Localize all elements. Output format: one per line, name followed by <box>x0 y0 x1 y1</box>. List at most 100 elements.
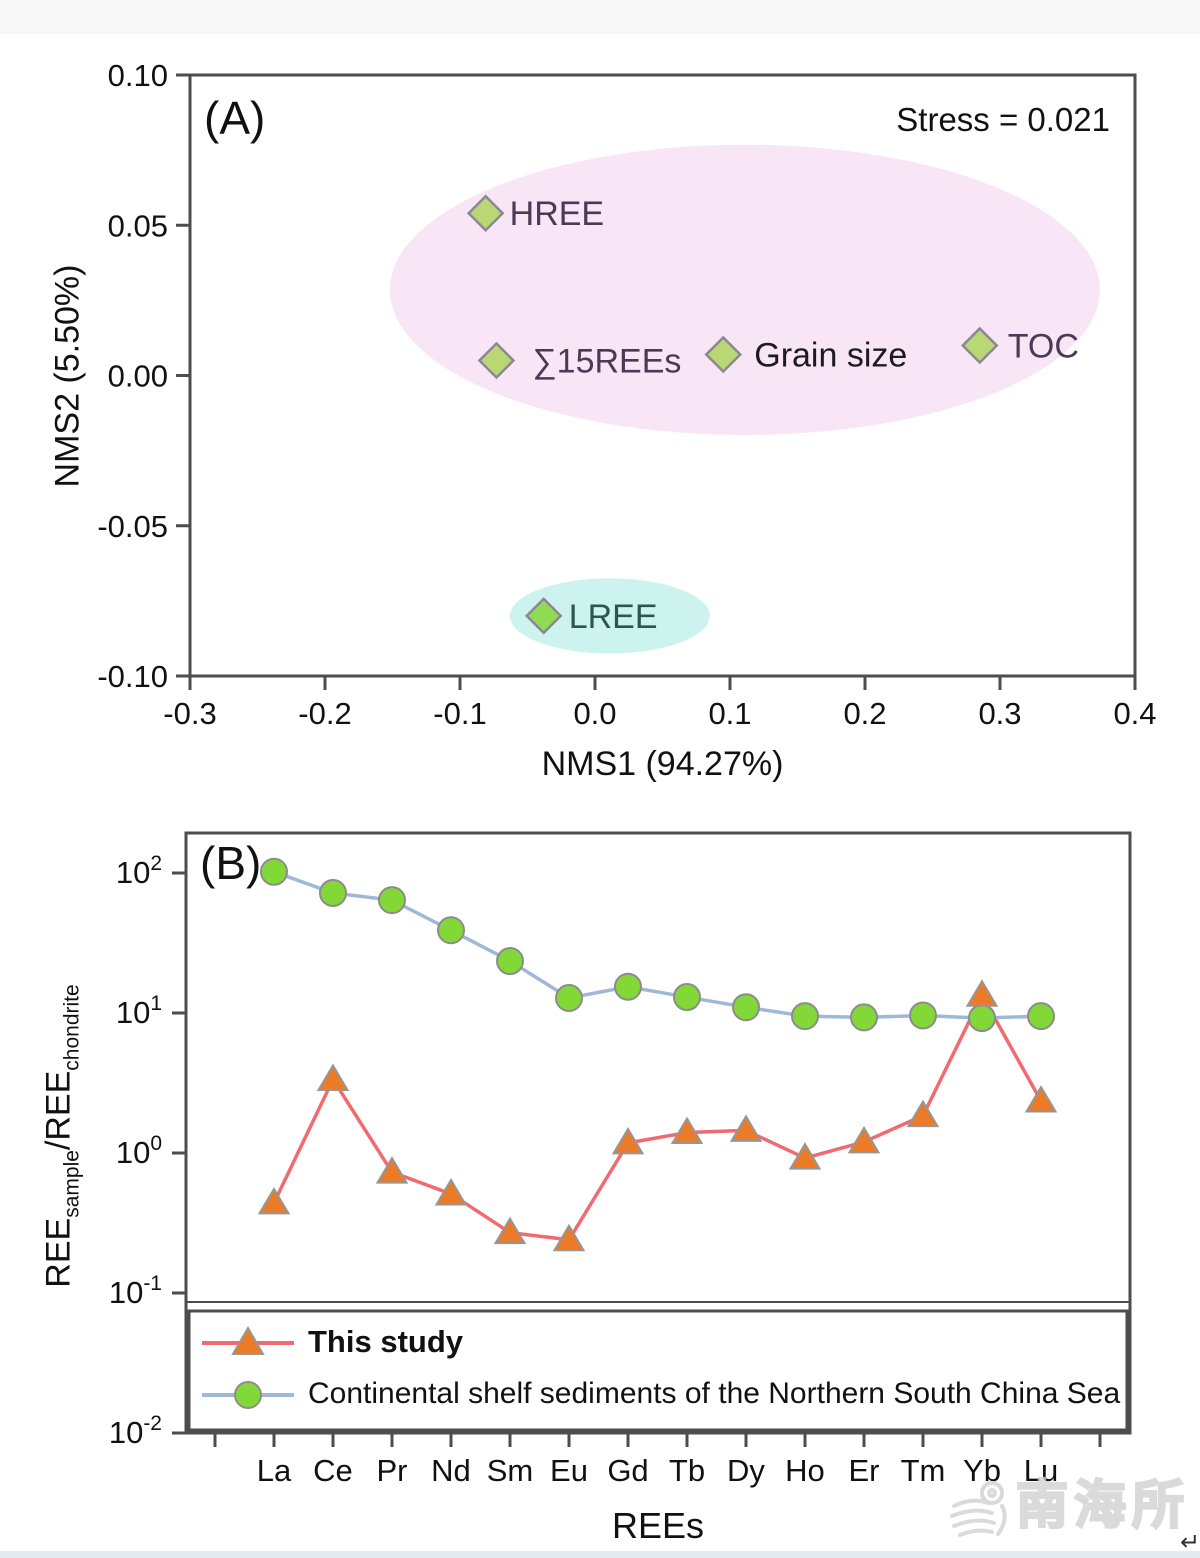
panel-b-x-axis-title: REEs <box>611 1505 705 1546</box>
point-label-HREE: HREE <box>510 195 604 233</box>
cluster-ellipse-cyan-cluster <box>509 578 710 654</box>
panel-b-x-tick-label: Ho <box>785 1453 825 1488</box>
return-arrow-mark: ↵ <box>1180 1529 1200 1556</box>
diamond-marker-grain-size <box>704 335 743 374</box>
panel-b-x-tick-label: Er <box>849 1453 880 1488</box>
panel-b-x-tick-label: La <box>257 1453 292 1488</box>
triangle-marker-Tm <box>906 1099 940 1128</box>
panel-a-x-tick-label: 0.0 <box>573 696 616 731</box>
circle-marker-Pr <box>378 886 406 915</box>
y-axis-title-subscript: chondrite <box>60 984 84 1071</box>
circle-marker-Nd <box>437 916 465 945</box>
point-label-TOC: TOC <box>1008 327 1079 365</box>
panel-b-x-tick-label: Ce <box>313 1453 353 1488</box>
diamond-marker-HREE <box>466 194 505 232</box>
panel-b-x-tick-label: Sm <box>487 1453 534 1488</box>
panel-b-label: (B) <box>200 837 262 889</box>
triangle-marker-icon <box>231 1325 265 1355</box>
circle-marker-Gd <box>614 972 642 1001</box>
panel-b-y-tick-label: 10-1 <box>109 1272 162 1310</box>
panel-b-frame <box>184 831 1132 1435</box>
panel-b-x-tick-label: Lu <box>1024 1453 1058 1488</box>
legend-item-shelf-sediments: Continental shelf sediments of the North… <box>198 1372 1120 1416</box>
top-margin <box>0 0 1200 34</box>
triangle-marker-Ho <box>788 1142 822 1170</box>
cluster-ellipse-pink-cluster <box>389 144 1100 435</box>
nms-scatter-plot: -0.3 -0.2 -0.1 0.0 0.1 0.2 0.3 0.4 0.10 0.05 0.00 -… <box>97 58 1156 731</box>
y-axis-title-text: /REE <box>39 1070 78 1151</box>
circle-marker-Er <box>850 1003 878 1032</box>
circle-marker-Tb <box>673 983 701 1012</box>
panel-b-x-tick-label: Eu <box>550 1453 588 1488</box>
legend-label-shelf-sediments: Continental shelf sediments of the North… <box>308 1377 1121 1410</box>
circle-marker-Eu <box>555 983 583 1012</box>
point-label-LREE: LREE <box>569 598 658 636</box>
legend-item-this-study: This study <box>198 1320 463 1364</box>
circle-marker-Ce <box>319 878 347 907</box>
shelf-legend-marker <box>202 1381 294 1409</box>
panel-a-x-tick-label: -0.2 <box>298 696 351 731</box>
bottom-margin <box>0 1551 1200 1558</box>
triangle-marker-Lu <box>1024 1085 1058 1113</box>
y-axis-title-subscript: sample <box>60 1150 84 1218</box>
circle-marker-Ho <box>791 1002 819 1031</box>
panel-a-x-tick-label: -0.1 <box>433 696 486 731</box>
panel-b-y-tick-label: 100 <box>116 1132 162 1170</box>
legend-label-this-study: This study <box>308 1324 464 1359</box>
circle-marker-La <box>260 857 288 886</box>
panel-a-y-tick-label: 0.00 <box>108 359 168 394</box>
triangle-marker-Dy <box>729 1114 763 1142</box>
panel-b-x-tick-label: Tb <box>669 1453 705 1488</box>
panel-b-x-tick-label: Tm <box>901 1453 946 1488</box>
diamond-marker-LREE <box>524 597 563 635</box>
panel-b-x-tick-label: Gd <box>607 1453 648 1488</box>
circle-marker-Dy <box>732 993 760 1022</box>
triangle-marker-Ce <box>316 1063 350 1091</box>
y-axis-title-text: REE <box>39 1217 78 1288</box>
circle-marker-Lu <box>1027 1002 1055 1031</box>
panel-b-y-tick-label: 101 <box>116 992 162 1030</box>
triangle-marker-Sm <box>493 1216 527 1245</box>
stress-annotation: Stress = 0.021 <box>896 101 1110 138</box>
diamond-marker-TOC <box>960 326 999 365</box>
point-label-grain-size: Grain size <box>754 336 907 374</box>
circle-marker-Yb <box>968 1004 996 1033</box>
panel-a-y-tick-label: -0.05 <box>97 509 168 544</box>
triangle-marker-La <box>257 1186 291 1215</box>
triangle-marker-Gd <box>611 1126 645 1155</box>
triangle-marker-Pr <box>375 1156 409 1184</box>
panel-b-x-tick-label: Nd <box>431 1453 471 1488</box>
panel-b-y-axis-title: REEsample/REEchondrite <box>40 984 85 1287</box>
panel-a-label: (A) <box>204 92 266 144</box>
ree-line-chart: 102 101 100 10-1 10-2 La Ce Pr Nd Sm Eu Gd Tb Dy Ho Er T… <box>109 831 1132 1488</box>
triangle-marker-Yb <box>965 979 999 1007</box>
this-study-legend-marker <box>202 1325 294 1355</box>
watermark-logo-icon <box>950 1481 1007 1537</box>
triangle-marker-Eu <box>552 1223 586 1252</box>
panel-a-y-tick-label: -0.10 <box>97 659 168 694</box>
panel-a-y-tick-label: 0.05 <box>108 208 168 243</box>
diamond-marker-sum15REEs <box>477 341 516 380</box>
triangle-marker-Tb <box>670 1116 704 1145</box>
panel-b-y-tick-label: 102 <box>116 852 162 890</box>
circle-marker-Tm <box>909 1001 937 1030</box>
panel-a-x-tick-label: 0.2 <box>843 696 886 731</box>
circle-marker-Sm <box>496 947 524 976</box>
legend-box-frame <box>187 1309 1129 1432</box>
panel-a-x-tick-label: 0.3 <box>978 696 1021 731</box>
panel-a-y-axis-title: NMS2 (5.50%) <box>48 264 87 488</box>
triangle-marker-Nd <box>434 1177 468 1206</box>
watermark: 南海所 <box>948 1476 1191 1542</box>
circle-marker-icon <box>234 1381 262 1409</box>
panel-a-x-tick-label: 0.1 <box>708 696 751 731</box>
panel-a-x-tick-label: 0.4 <box>1113 696 1156 731</box>
watermark-text: 南海所 <box>1015 1476 1191 1536</box>
panel-b-x-tick-label: Pr <box>377 1453 408 1488</box>
point-label-sum15REEs: ∑15REEs <box>532 342 681 380</box>
panel-a-y-tick-label: 0.10 <box>108 58 168 93</box>
panel-a-x-axis-title: NMS1 (94.27%) <box>541 745 784 783</box>
panel-a-x-tick-label: -0.3 <box>163 696 216 731</box>
panel-b-y-tick-label: 10-2 <box>109 1412 162 1450</box>
